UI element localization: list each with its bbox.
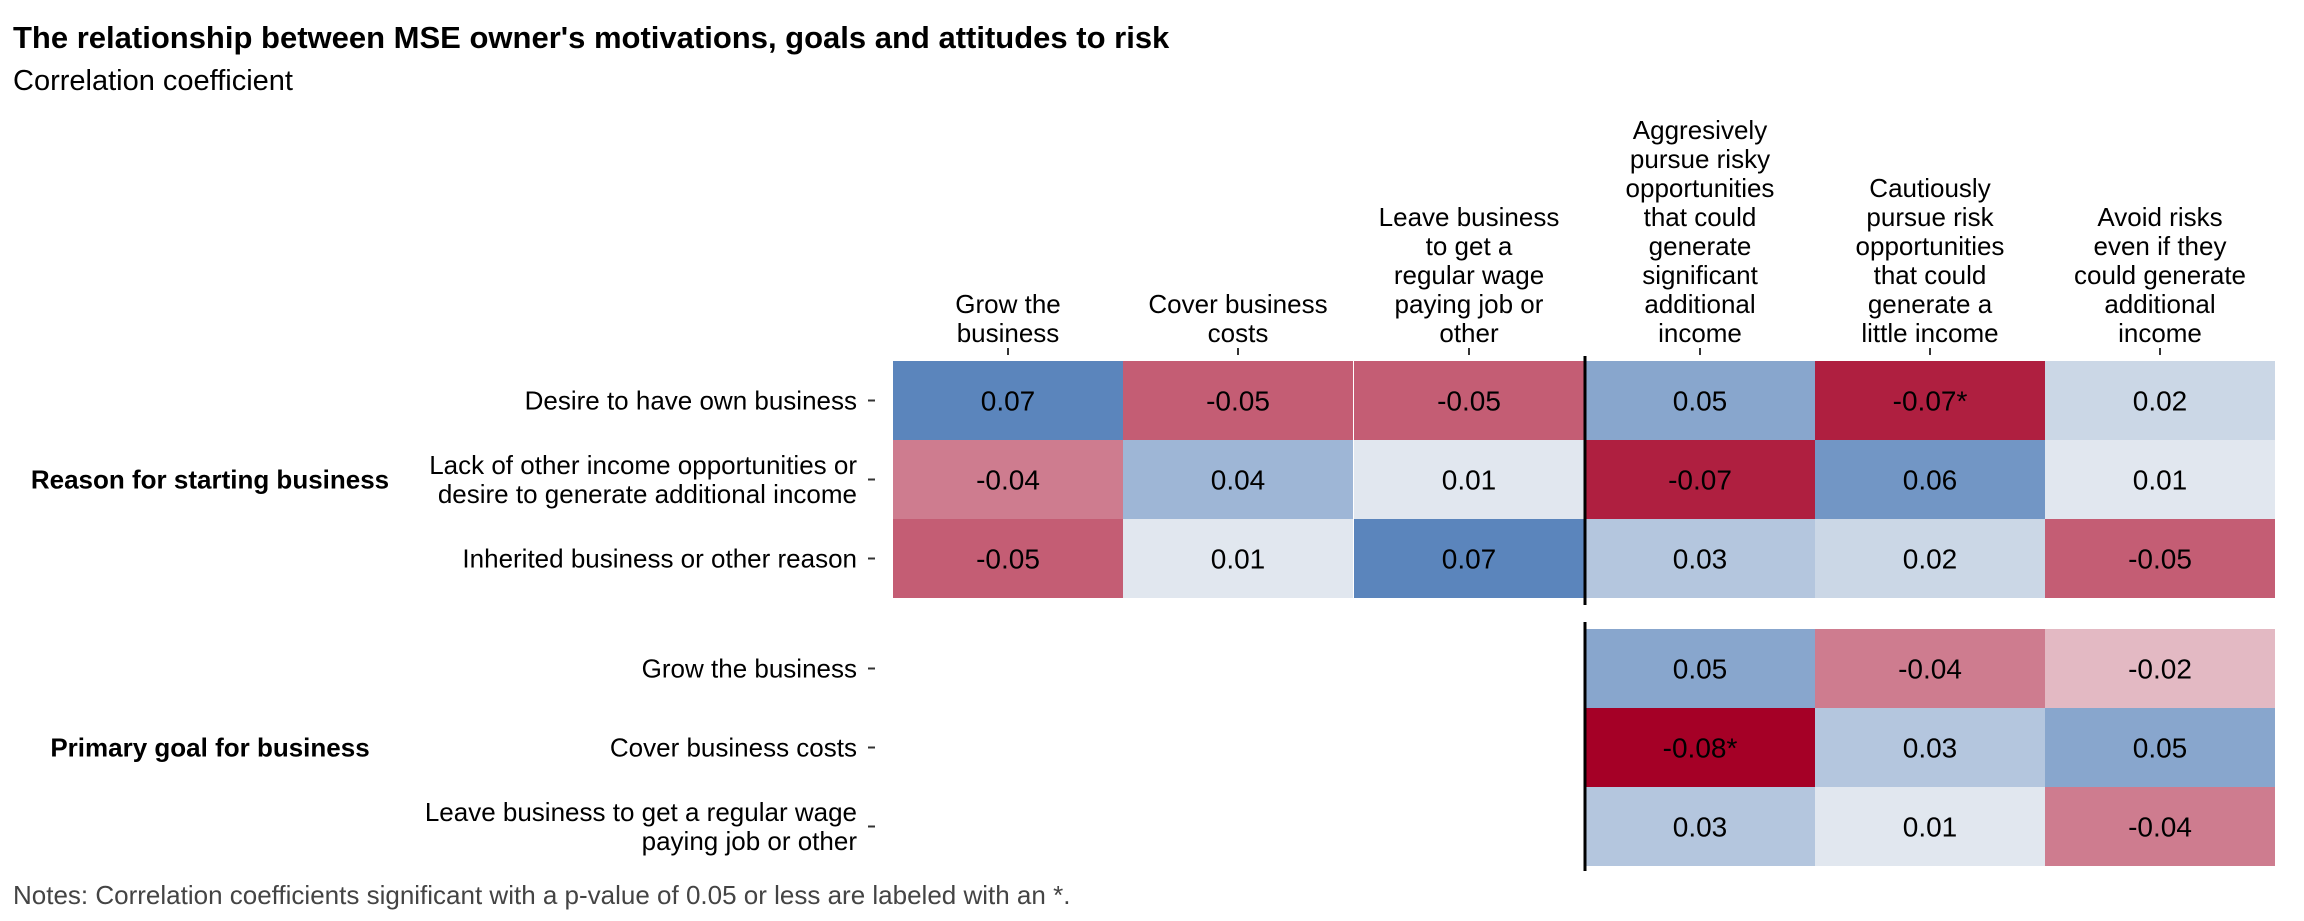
heatmap-cell [1815, 361, 2045, 440]
cell-value-label: -0.05 [976, 544, 1040, 575]
heatmap-cell [893, 361, 1123, 440]
group-label: Reason for starting business [31, 465, 389, 495]
heatmap-cell [893, 440, 1123, 519]
heatmap-cell [1815, 519, 2045, 598]
cell-value-label: 0.05 [2133, 733, 2188, 764]
heatmap-cell [1585, 708, 1815, 787]
chart-title: The relationship between MSE owner's mot… [13, 20, 1170, 55]
cell-value-label: 0.06 [1903, 465, 1958, 496]
heatmap-cell [1585, 519, 1815, 598]
cell-value-label: 0.03 [1673, 812, 1728, 843]
column-label: Cautiously pursue risk opportunities that c… [1856, 173, 2005, 348]
chart-subtitle: Correlation coefficient [13, 65, 293, 97]
column-label: Leave business to get a regular wage paying… [1379, 202, 1560, 348]
heatmap-cell [2045, 708, 2275, 787]
column-label: Aggresively pursue risky opportunities that… [1626, 115, 1775, 348]
heatmap-cell [2045, 440, 2275, 519]
cell-value-label: -0.05 [1437, 386, 1501, 417]
cell-value-label: 0.01 [1211, 544, 1266, 575]
cell-value-label: -0.02 [2128, 654, 2192, 685]
heatmap-cell [1123, 361, 1353, 440]
cell-value-label: -0.07 [1668, 465, 1732, 496]
cell-value-label: 0.07 [981, 386, 1036, 417]
row-label: Inherited business or other reason [462, 544, 857, 574]
column-label: Avoid risks even if they could generate add… [2074, 202, 2246, 348]
row-label: Grow the business [642, 654, 857, 684]
heatmap-cell [1815, 708, 2045, 787]
column-label: Grow the business [955, 289, 1061, 348]
cell-value-label: -0.08* [1663, 733, 1738, 764]
heatmap-cell [1815, 787, 2045, 866]
heatmap-cell [2045, 519, 2275, 598]
cell-value-label: -0.05 [1206, 386, 1270, 417]
column-label: Cover business costs [1148, 289, 1327, 348]
heatmap-cell [2045, 787, 2275, 866]
heatmap-cell [1354, 519, 1584, 598]
cell-value-label: 0.03 [1673, 544, 1728, 575]
cell-value-label: 0.05 [1673, 386, 1728, 417]
cell-value-label: 0.01 [2133, 465, 2188, 496]
heatmap-cell [1585, 361, 1815, 440]
heatmap-cell [1585, 629, 1815, 708]
heatmap-cell [1585, 787, 1815, 866]
row-label: Cover business costs [610, 733, 857, 763]
row-label: Leave business to get a regular wage payi… [425, 797, 858, 856]
heatmap-cell [1354, 440, 1584, 519]
cell-value-label: 0.04 [1211, 465, 1266, 496]
chart-note: Notes: Correlation coefficients signific… [13, 880, 1071, 910]
heatmap-cell [1815, 629, 2045, 708]
heatmap-cell [1585, 440, 1815, 519]
cell-value-label: 0.01 [1903, 812, 1958, 843]
cell-value-label: 0.01 [1442, 465, 1497, 496]
heatmap-cell [1123, 440, 1353, 519]
row-label: Desire to have own business [525, 386, 857, 416]
heatmap-cell [1123, 519, 1353, 598]
cell-value-label: 0.07 [1442, 544, 1497, 575]
heatmap-cell [893, 519, 1123, 598]
cell-value-label: -0.04 [976, 465, 1040, 496]
heatmap-cell [2045, 629, 2275, 708]
cell-value-label: -0.05 [2128, 544, 2192, 575]
heatmap-cell [2045, 361, 2275, 440]
cell-value-label: -0.04 [1898, 654, 1962, 685]
cell-value-label: -0.07* [1893, 386, 1968, 417]
group-label: Primary goal for business [50, 733, 369, 763]
heatmap-cell [1354, 361, 1584, 440]
cell-value-label: 0.03 [1903, 733, 1958, 764]
heatmap-cell [1815, 440, 2045, 519]
cell-value-label: 0.05 [1673, 654, 1728, 685]
cell-value-label: -0.04 [2128, 812, 2192, 843]
row-label: Lack of other income opportunities or des… [429, 450, 857, 509]
cell-value-label: 0.02 [2133, 386, 2188, 417]
cell-value-label: 0.02 [1903, 544, 1958, 575]
